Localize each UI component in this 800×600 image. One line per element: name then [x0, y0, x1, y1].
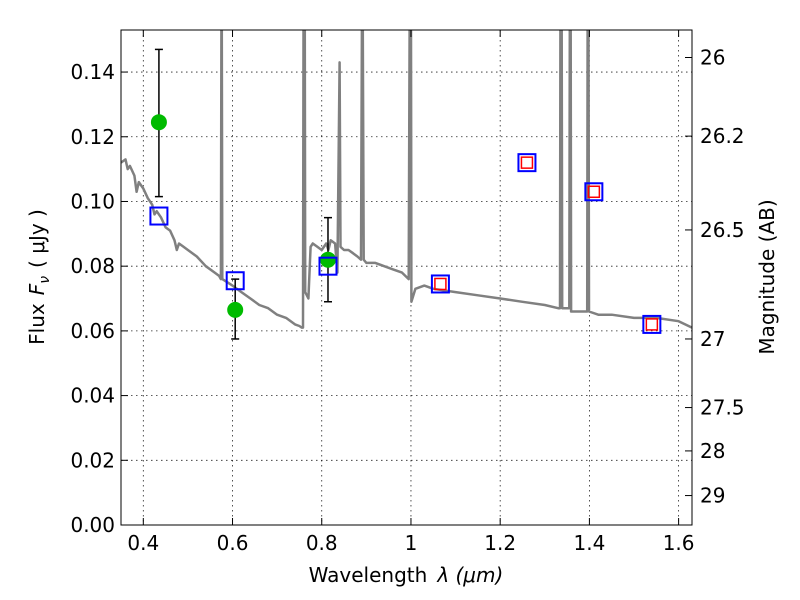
x-axis-label: Wavelength λ (μm): [309, 563, 504, 587]
blue-square-marker: [584, 182, 604, 202]
blue-square-marker: [642, 314, 662, 334]
x-tick-label: 0.6: [217, 531, 249, 555]
blue-square-marker: [225, 271, 245, 291]
clipped-data: [121, 30, 692, 340]
red-square-marker: [434, 277, 447, 291]
observed-flux-point: [319, 251, 336, 268]
x-tick-label: 0.8: [306, 531, 338, 555]
y2-tick-label: 28: [700, 439, 725, 463]
blue-square-marker: [149, 206, 169, 226]
y-tick-label: 0.00: [70, 513, 115, 537]
y2-tick-label: 27.5: [700, 396, 745, 420]
y-tick-label: 0.04: [70, 384, 115, 408]
x-tick-label: 1.6: [663, 531, 695, 555]
y2-axis-label: Magnitude (AB): [755, 199, 779, 354]
y2-tick-label: 29: [700, 484, 725, 508]
y-tick-label: 0.10: [70, 189, 115, 213]
red-square-marker: [587, 185, 601, 199]
blue-square-marker: [517, 153, 537, 173]
y2-tick-label: 26: [700, 46, 725, 70]
red-square-marker: [645, 318, 659, 331]
y-tick-label: 0.08: [70, 254, 115, 278]
blue-square-marker: [318, 256, 338, 276]
x-tick-label: 1.4: [573, 531, 605, 555]
x-tick-label: 0.4: [127, 531, 159, 555]
plot-frame: [120, 29, 693, 526]
y-tick-label: 0.12: [70, 125, 115, 149]
y-tick-label: 0.06: [70, 319, 115, 343]
red-square-marker: [520, 156, 534, 169]
y2-tick-label: 26.2: [700, 124, 745, 148]
axes: 0.4 0.6 0.8 1 1.2 1.4 1.6 0.00 0.02 0.04 0.06 0.08 0…: [70, 30, 745, 555]
plot-area: [121, 30, 692, 340]
observed-flux-point: [227, 301, 244, 318]
y2-tick-label: 26.5: [700, 218, 745, 242]
model-spectrum-line: [121, 30, 692, 329]
y-axis-label: FluxFν( μJy ): [25, 209, 53, 345]
blue-square-marker: [430, 274, 450, 294]
y-tick-label: 0.02: [70, 448, 115, 472]
grid: [121, 30, 692, 526]
y-tick-label: 0.14: [70, 60, 115, 84]
x-tick-label: 1.2: [484, 531, 516, 555]
observed-flux-point: [150, 114, 167, 131]
x-tick-label: 1: [405, 531, 418, 555]
y2-tick-label: 27: [700, 327, 725, 351]
